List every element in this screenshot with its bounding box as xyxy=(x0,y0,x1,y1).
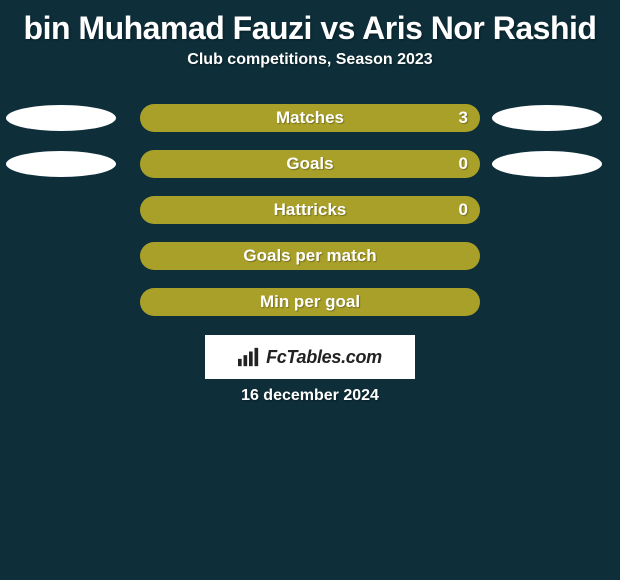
stat-value-right: 0 xyxy=(459,154,468,174)
stat-bar: Matches3 xyxy=(140,104,480,132)
stat-bar: Min per goal xyxy=(140,288,480,316)
comparison-infographic: bin Muhamad Fauzi vs Aris Nor Rashid Clu… xyxy=(0,0,620,405)
page-title: bin Muhamad Fauzi vs Aris Nor Rashid xyxy=(0,0,620,51)
stat-label: Min per goal xyxy=(140,292,480,312)
stat-row: Matches3 xyxy=(0,95,620,141)
stat-bar: Goals0 xyxy=(140,150,480,178)
stat-bar: Goals per match xyxy=(140,242,480,270)
date-text: 16 december 2024 xyxy=(0,387,620,405)
branding-label: FcTables.com xyxy=(266,347,382,368)
stat-value-right: 0 xyxy=(459,200,468,220)
stat-label: Matches xyxy=(140,108,480,128)
player-left-blob xyxy=(6,105,116,131)
stat-row: Hattricks0 xyxy=(0,187,620,233)
stat-row: Min per goal xyxy=(0,279,620,325)
stat-row: Goals0 xyxy=(0,141,620,187)
stat-label: Goals per match xyxy=(140,246,480,266)
page-subtitle: Club competitions, Season 2023 xyxy=(0,51,620,95)
bars-icon xyxy=(238,347,260,367)
stat-rows: Matches3Goals0Hattricks0Goals per matchM… xyxy=(0,95,620,325)
stat-label: Hattricks xyxy=(140,200,480,220)
stat-bar: Hattricks0 xyxy=(140,196,480,224)
player-left-blob xyxy=(6,151,116,177)
stat-value-right: 3 xyxy=(459,108,468,128)
player-right-blob xyxy=(492,105,602,131)
stat-label: Goals xyxy=(140,154,480,174)
branding-box: FcTables.com xyxy=(205,335,415,379)
stat-row: Goals per match xyxy=(0,233,620,279)
player-right-blob xyxy=(492,151,602,177)
